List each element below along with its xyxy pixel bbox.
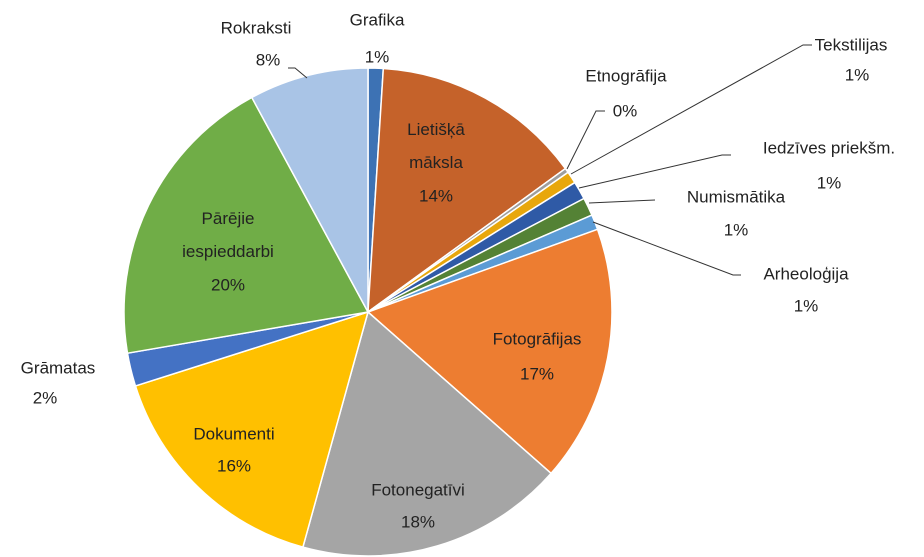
pie-slice <box>134 310 370 549</box>
value-label: 2% <box>32 388 58 408</box>
leader-line <box>566 110 605 170</box>
pie-slice <box>367 67 567 314</box>
pie-slice <box>366 228 613 475</box>
value-label: 20% <box>210 275 246 295</box>
category-label: Dokumenti <box>193 424 275 444</box>
value-label: 1% <box>844 65 870 85</box>
value-label: 1% <box>723 220 749 240</box>
leader-line <box>588 199 656 204</box>
value-label: 1% <box>816 173 842 193</box>
pie-slice <box>301 310 553 557</box>
leader-line <box>592 221 741 276</box>
category-label: Arheoloģija <box>763 264 849 284</box>
category-label: Numismātika <box>686 187 786 207</box>
value-label: 8% <box>255 50 281 70</box>
category-label: Grāmatas <box>20 358 96 378</box>
category-label: Fotonegatīvi <box>371 480 465 500</box>
value-label: 1% <box>793 296 819 316</box>
value-label: 16% <box>216 456 252 476</box>
category-label: Rokraksti <box>220 18 292 38</box>
category-label: Etnogrāfija <box>585 66 667 86</box>
leader-line <box>570 44 812 175</box>
pie-slice <box>123 96 370 355</box>
value-label: 18% <box>400 512 436 532</box>
value-label: 0% <box>612 101 638 121</box>
value-label: 17% <box>519 364 555 384</box>
value-label: 14% <box>418 186 454 206</box>
category-label: Lietišķā māksla <box>407 120 465 172</box>
leader-line <box>578 154 731 189</box>
value-label: 1% <box>364 47 390 67</box>
category-label: Tekstilijas <box>814 35 888 55</box>
category-label: Fotogrāfijas <box>492 329 582 349</box>
category-label: Pārējie iespieddarbi <box>182 209 274 261</box>
category-label: Iedzīves priekšm. <box>762 138 896 158</box>
leader-line <box>288 67 308 79</box>
category-label: Grafika <box>349 10 405 30</box>
leader-lines <box>288 44 812 276</box>
pie-slice <box>250 67 369 313</box>
